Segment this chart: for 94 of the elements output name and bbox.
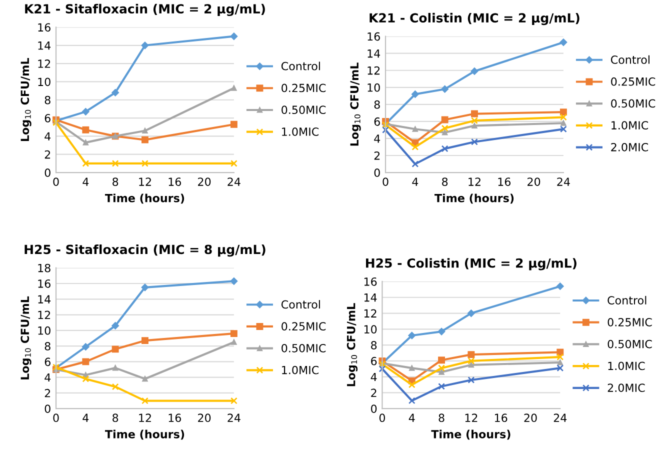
x-tick-label: 12 xyxy=(139,178,151,186)
y-tick-label: 0 xyxy=(44,168,50,177)
y-tick-label: 4 xyxy=(374,134,380,143)
x-tick-label: 8 xyxy=(438,414,444,422)
legend-label: Control xyxy=(610,55,650,64)
legend-label: 1.0MIC xyxy=(282,127,319,136)
y-axis-title: Log$_{10}$ CFU/mL xyxy=(20,58,32,142)
y-tick-label: 2 xyxy=(374,151,380,160)
y-tick-label: 16 xyxy=(38,23,50,32)
y-axis-title: Log$_{10}$ CFU/mL xyxy=(20,296,32,380)
x-tick-label: 12 xyxy=(139,414,151,422)
x-tick-label: 24 xyxy=(228,414,240,422)
x-tick-label: 8 xyxy=(112,414,118,422)
x-tick-label: 8 xyxy=(442,178,448,186)
x-axis-title: Time (hours) xyxy=(104,430,184,440)
y-tick-label: 10 xyxy=(38,326,50,335)
y-tick-label: 10 xyxy=(38,78,50,86)
y-tick-label: 4 xyxy=(44,132,51,140)
legend-label: 0.25MIC xyxy=(282,322,326,331)
legend-label: 1.0MIC xyxy=(282,366,319,374)
legend-label: 0.25MIC xyxy=(608,318,652,326)
y-tick-label: 6 xyxy=(374,117,380,126)
x-tick-label: 20 xyxy=(528,178,540,186)
legend-label: Control xyxy=(281,62,320,70)
chart-title: H25 - Colistin (MIC = 2 μg/mL) xyxy=(366,258,576,270)
x-axis-title: Time (hours) xyxy=(434,194,514,204)
y-tick-label: 10 xyxy=(368,83,380,92)
y-tick-label: 18 xyxy=(38,264,50,272)
y-tick-label: 4 xyxy=(44,373,51,382)
x-tick-label: 0 xyxy=(53,414,59,422)
x-tick-label: 12 xyxy=(468,178,480,186)
y-tick-label: 12 xyxy=(38,310,50,319)
legend-label: 0.50MIC xyxy=(282,344,326,352)
y-axis-title: Log$_{10}$ CFU/mL xyxy=(350,62,361,146)
x-tick-label: 0 xyxy=(53,178,59,186)
y-tick-label: 0 xyxy=(371,404,377,413)
y-tick-label: 0 xyxy=(374,168,380,177)
x-tick-label: 0 xyxy=(382,178,388,186)
x-tick-label: 12 xyxy=(465,414,478,422)
x-tick-label: 4 xyxy=(408,414,415,422)
y-tick-label: 16 xyxy=(38,279,50,288)
y-tick-label: 4 xyxy=(370,372,377,382)
x-tick-label: 24 xyxy=(557,178,570,186)
y-tick-label: 8 xyxy=(374,100,380,109)
y-tick-label: 6 xyxy=(44,358,50,366)
x-tick-label: 20 xyxy=(198,178,211,186)
legend-label: Control xyxy=(281,300,320,309)
x-tick-label: 16 xyxy=(168,178,182,186)
x-axis-title: Time (hours) xyxy=(104,194,184,204)
y-tick-label: 12 xyxy=(368,66,380,75)
y-axis-title: Log$_{10}$ CFU/mL xyxy=(346,303,358,386)
x-tick-label: 4 xyxy=(82,414,89,422)
y-tick-label: 8 xyxy=(371,341,377,350)
legend-label: 0.50MIC xyxy=(611,99,656,108)
y-tick-label: 16 xyxy=(364,277,377,286)
y-tick-label: 14 xyxy=(364,293,377,302)
y-tick-label: 6 xyxy=(44,114,50,122)
x-tick-label: 20 xyxy=(524,414,537,422)
y-tick-label: 2 xyxy=(371,388,376,397)
chart-title: H25 - Sitafloxacin (MIC = 8 μg/mL) xyxy=(24,244,266,257)
legend-label: 0.50MIC xyxy=(282,106,326,114)
x-tick-label: 16 xyxy=(498,178,511,186)
legend-label: 0.25MIC xyxy=(282,84,326,92)
legend-label: 1.0MIC xyxy=(608,362,645,370)
x-tick-label: 16 xyxy=(168,414,182,422)
legend-label: 2.0MIC xyxy=(611,142,648,152)
chart-title: K21 - Sitafloxacin (MIC = 2 μg/mL) xyxy=(25,4,265,16)
y-tick-label: 16 xyxy=(368,32,380,41)
y-tick-label: 6 xyxy=(371,356,377,366)
y-tick-label: 2 xyxy=(44,150,50,159)
y-tick-label: 14 xyxy=(368,49,380,58)
x-axis-title: Time (hours) xyxy=(431,430,510,440)
legend-label: 0.50MIC xyxy=(608,340,652,348)
x-tick-label: 4 xyxy=(412,178,418,186)
x-tick-label: 24 xyxy=(554,414,567,422)
x-tick-label: 20 xyxy=(198,414,211,422)
y-tick-label: 14 xyxy=(38,295,51,304)
y-tick-label: 10 xyxy=(364,325,377,334)
legend-label: 2.0MIC xyxy=(608,384,645,392)
x-tick-label: 16 xyxy=(494,414,508,422)
y-tick-label: 12 xyxy=(364,309,376,318)
y-tick-label: 2 xyxy=(44,388,50,398)
x-tick-label: 4 xyxy=(82,178,89,186)
x-tick-label: 8 xyxy=(112,178,118,186)
y-tick-label: 8 xyxy=(44,96,50,104)
y-tick-label: 14 xyxy=(38,42,51,50)
legend-label: 1.0MIC xyxy=(612,121,648,130)
legend-label: Control xyxy=(608,296,646,305)
chart-title: K21 - Colistin (MIC = 2 μg/mL) xyxy=(370,12,580,26)
y-tick-label: 12 xyxy=(38,60,50,68)
legend-label: 0.25MIC xyxy=(611,77,656,86)
x-tick-label: 24 xyxy=(228,178,240,186)
y-tick-label: 8 xyxy=(44,342,50,350)
y-tick-label: 0 xyxy=(44,404,50,413)
